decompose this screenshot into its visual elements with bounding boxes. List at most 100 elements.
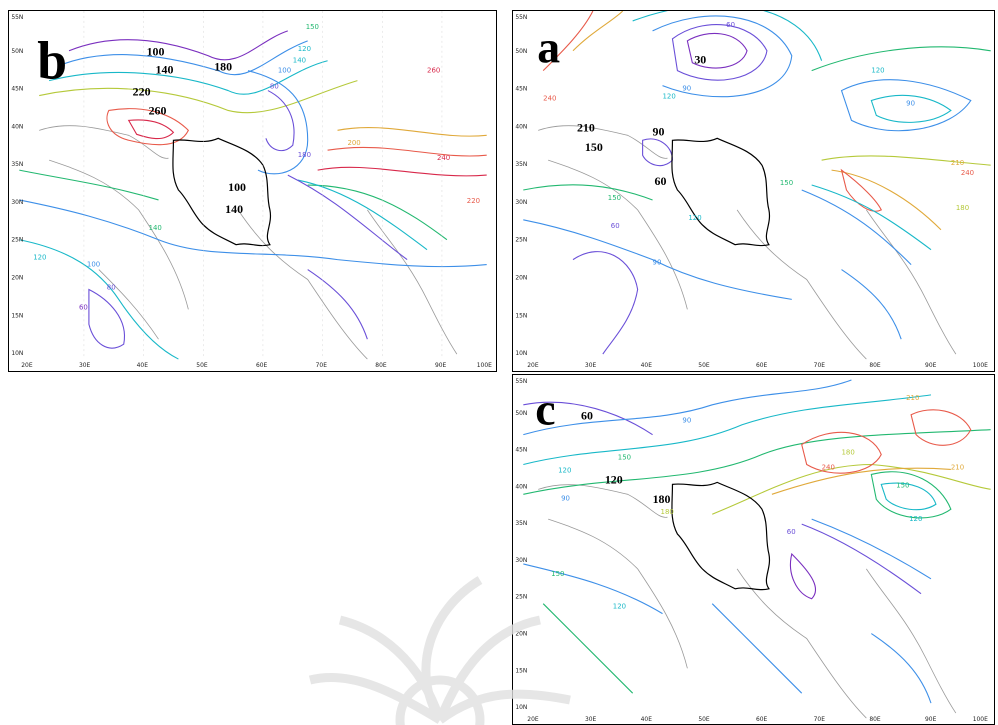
panel-c-map-svg: 20E 30E 40E 50E 60E 70E 80E 90E 100E 10N…: [515, 378, 991, 723]
contour-label: 100: [87, 261, 100, 269]
lon-tick: 70E: [316, 362, 328, 369]
lon-tick: 80E: [869, 362, 881, 369]
lat-tick: 10N: [11, 350, 23, 357]
contour-label: 150: [551, 570, 564, 578]
lon-tick: 50E: [196, 362, 208, 369]
lat-tick: 15N: [515, 312, 527, 319]
bold-contour-value: 100: [228, 180, 246, 194]
bold-contour-value: 220: [133, 85, 151, 99]
bold-contour-value: 140: [225, 202, 243, 216]
panel-letter: c: [535, 384, 555, 435]
lat-tick: 10N: [515, 704, 527, 711]
lat-tick: 25N: [11, 237, 23, 244]
contour-label: 180: [298, 151, 311, 159]
lon-axis: 20E 30E 40E 50E 60E 70E 80E 90E 100E: [527, 716, 988, 723]
contour-layer: [19, 30, 487, 360]
lat-axis: 10N 15N 20N 25N 30N 35N 40N 45N 50N 55N: [515, 14, 527, 357]
contour-label: 90: [561, 494, 570, 502]
lat-tick: 10N: [515, 350, 527, 357]
contour-label: 120: [663, 93, 676, 101]
contour-label: 210: [906, 394, 919, 402]
contour-label: 240: [961, 169, 974, 177]
bold-contour-value: 120: [605, 472, 623, 486]
contour-label: 60: [611, 222, 620, 230]
lon-tick: 20E: [21, 362, 33, 369]
lat-tick: 25N: [515, 237, 527, 244]
contour-label: 210: [951, 159, 964, 167]
panel-letter: a: [537, 22, 560, 73]
bold-contour-value: 260: [149, 103, 167, 117]
lon-tick: 80E: [869, 716, 881, 723]
contour-label: 240: [822, 463, 835, 471]
lat-tick: 55N: [515, 378, 527, 385]
lat-tick: 30N: [515, 557, 527, 564]
coastline-layer: [39, 125, 458, 360]
iran-boundary: [671, 481, 771, 591]
contour-label: 90: [653, 259, 662, 267]
bold-contour-value: 180: [214, 60, 232, 74]
lat-tick: 40N: [515, 123, 527, 130]
contour-label: 260: [427, 67, 440, 75]
contour-label: 220: [467, 197, 480, 205]
watermark-emblem: [308, 576, 571, 725]
map-panel-a: 20E 30E 40E 50E 60E 70E 80E 90E 100E 10N…: [512, 10, 995, 372]
lon-tick: 70E: [814, 362, 826, 369]
contour-layer: [523, 379, 991, 704]
lat-tick: 45N: [515, 86, 527, 93]
map-panel-b: 20E 30E 40E 50E 60E 70E 80E 90E 100E 10N…: [8, 10, 497, 372]
bold-labels: 100 140 180 220 260 100 140: [133, 45, 246, 216]
lat-tick: 45N: [515, 447, 527, 454]
iran-boundary: [172, 137, 272, 247]
contour-label: 240: [543, 95, 556, 103]
lon-tick: 90E: [925, 716, 937, 723]
lon-tick: 60E: [756, 716, 768, 723]
lon-tick: 100E: [973, 362, 988, 369]
contour-label: 60: [726, 21, 735, 29]
lat-tick: 20N: [11, 275, 23, 282]
bold-contour-value: 150: [585, 140, 603, 154]
lat-tick: 30N: [515, 199, 527, 206]
contour-label: 90: [906, 99, 915, 107]
contour-labels: 120 140 150 100 80 180 200 220 240 260 1…: [33, 23, 480, 311]
contour-label: 90: [682, 85, 691, 93]
contour-label: 150: [306, 23, 319, 31]
lat-tick: 50N: [515, 48, 527, 55]
contour-label: 150: [896, 481, 909, 489]
bold-contour-value: 60: [655, 174, 667, 188]
lat-tick: 40N: [515, 483, 527, 490]
lat-tick: 35N: [515, 161, 527, 168]
lon-tick: 70E: [814, 716, 826, 723]
lat-tick: 20N: [515, 631, 527, 638]
iran-boundary: [671, 137, 771, 247]
lon-tick: 90E: [435, 362, 447, 369]
contour-label: 80: [107, 283, 116, 291]
lat-tick: 25N: [515, 594, 527, 601]
lat-tick: 55N: [515, 14, 527, 21]
lon-tick: 100E: [477, 362, 492, 369]
panel-letter: b: [37, 31, 67, 91]
contour-label: 180: [841, 449, 854, 457]
panel-a-map-svg: 20E 30E 40E 50E 60E 70E 80E 90E 100E 10N…: [515, 11, 991, 369]
lat-tick: 45N: [11, 86, 23, 93]
contour-label: 100: [278, 67, 291, 75]
contour-label: 120: [613, 603, 626, 611]
lat-tick: 55N: [11, 14, 23, 21]
lat-tick: 20N: [515, 275, 527, 282]
contour-label: 150: [608, 194, 621, 202]
lon-tick: 50E: [698, 716, 710, 723]
contour-label: 120: [688, 214, 701, 222]
lon-tick: 50E: [698, 362, 710, 369]
lon-tick: 80E: [375, 362, 387, 369]
contour-label: 80: [270, 83, 279, 91]
lat-tick: 35N: [11, 161, 23, 168]
contour-layer: [523, 11, 991, 355]
lon-tick: 30E: [79, 362, 91, 369]
contour-label: 120: [33, 254, 46, 262]
coastline-layer: [538, 125, 957, 360]
contour-label: 210: [951, 463, 964, 471]
map-panel-c: 20E 30E 40E 50E 60E 70E 80E 90E 100E 10N…: [512, 374, 995, 725]
contour-label: 90: [682, 417, 691, 425]
lon-tick: 100E: [973, 716, 988, 723]
contour-label: 150: [780, 179, 793, 187]
lat-tick: 35N: [515, 520, 527, 527]
